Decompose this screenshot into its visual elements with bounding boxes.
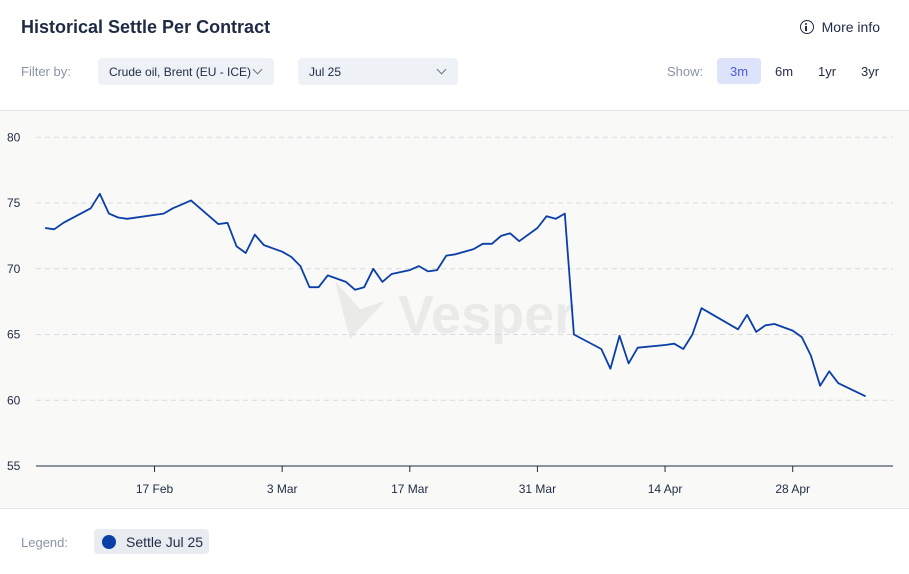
x-tick-label: 14 Apr <box>648 482 683 496</box>
page-title: Historical Settle Per Contract <box>21 17 271 37</box>
range-button-3yr[interactable]: 3yr <box>860 63 880 79</box>
legend-item-settle[interactable]: Settle Jul 25 <box>94 529 209 554</box>
y-tick-label: 75 <box>7 196 21 210</box>
line-chart: Vesper 55 60 65 70 75 80 17 Feb 3 Mar 17 Mar 31 … <box>7 130 893 496</box>
gridlines <box>36 136 893 401</box>
legend-dot <box>102 534 116 549</box>
x-axis: 17 Feb 3 Mar 17 Mar 31 Mar 14 Apr 28 Apr <box>36 465 893 496</box>
y-tick-label: 65 <box>7 328 21 342</box>
chart-header: Historical Settle Per Contract More info… <box>0 0 909 110</box>
series-line-settle <box>44 192 866 398</box>
x-tick-label: 31 Mar <box>519 482 556 496</box>
x-tick-label: 3 Mar <box>267 482 298 496</box>
more-info-button[interactable]: More info <box>799 19 880 35</box>
chevron-down-icon <box>436 64 447 75</box>
commodity-select-value: Crude oil, Brent (EU - ICE) <box>109 64 252 79</box>
x-tick-label: 28 Apr <box>775 482 810 496</box>
chart-plot-area: Vesper 55 60 65 70 75 80 17 Feb 3 Mar 17 Mar 31 … <box>0 110 909 509</box>
more-info-label: More info <box>821 19 880 35</box>
legend-item-label: Settle Jul 25 <box>126 533 204 550</box>
contract-select[interactable]: Jul 25 <box>298 58 458 85</box>
range-label: Show: <box>667 64 704 79</box>
commodity-select[interactable]: Crude oil, Brent (EU - ICE) <box>98 58 274 85</box>
chevron-down-icon <box>252 64 263 75</box>
filter-label: Filter by: <box>21 64 71 79</box>
y-tick-label: 80 <box>7 130 21 144</box>
vesper-logo-icon <box>335 281 385 339</box>
y-tick-label: 70 <box>7 262 21 276</box>
contract-select-value: Jul 25 <box>309 64 342 79</box>
legend-label: Legend: <box>21 535 68 550</box>
y-tick-label: 55 <box>7 459 21 473</box>
x-tick-label: 17 Mar <box>391 482 428 496</box>
x-tick-label: 17 Feb <box>136 482 174 496</box>
range-button-3m[interactable]: 3m <box>717 58 761 84</box>
range-button-6m[interactable]: 6m <box>774 63 794 79</box>
watermark-text: Vesper <box>398 285 575 345</box>
y-axis-ticks: 55 60 65 70 75 80 <box>7 130 21 473</box>
y-tick-label: 60 <box>7 393 21 407</box>
watermark: Vesper <box>335 281 575 345</box>
range-button-1yr[interactable]: 1yr <box>817 63 837 79</box>
info-icon <box>799 20 814 34</box>
series-lines <box>44 192 866 398</box>
